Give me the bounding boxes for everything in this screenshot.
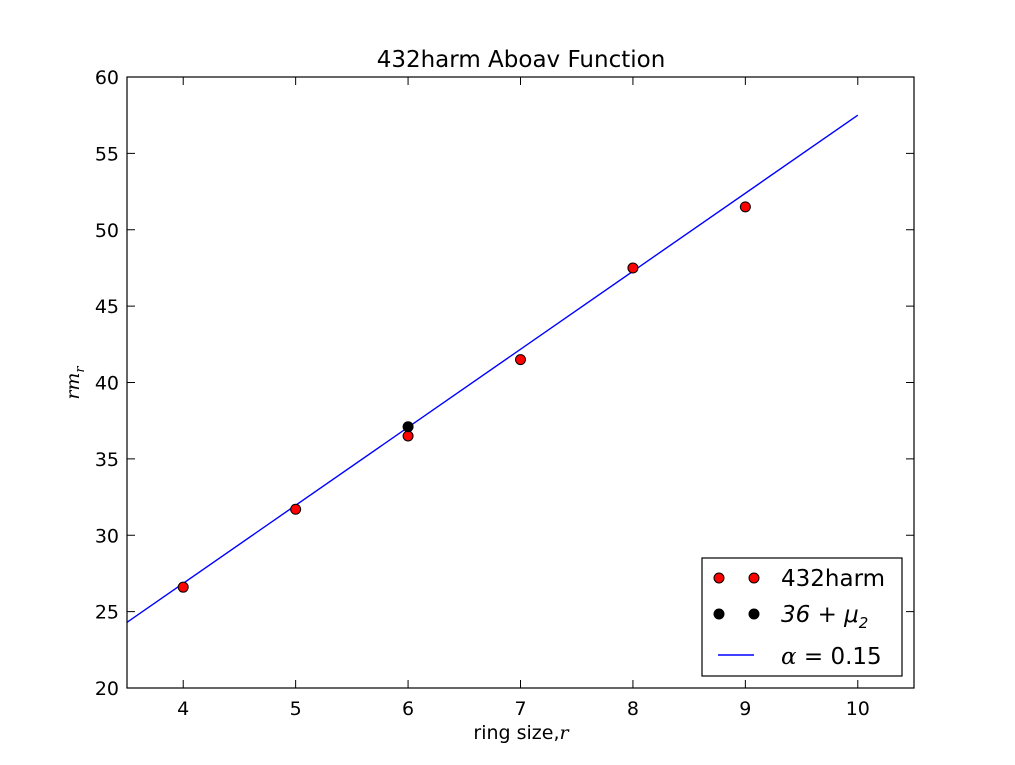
x-tick-label: 7 xyxy=(514,698,526,720)
x-tick-label: 4 xyxy=(177,698,189,720)
chart-title: 432harm Aboav Function xyxy=(377,47,666,73)
x-axis-label: ring size,r xyxy=(473,722,570,744)
y-axis: 20 25 30 35 40 45 50 55 60 xyxy=(95,67,914,700)
y-tick-label: 60 xyxy=(95,67,119,89)
legend-label-alpha-symbol: α xyxy=(781,644,797,670)
legend-label-432harm: 432harm xyxy=(781,566,885,592)
data-point xyxy=(290,503,302,515)
legend-label-alpha: α = 0.15 xyxy=(781,644,882,670)
y-tick-label: 30 xyxy=(95,525,119,547)
legend-marker-36-mu2 xyxy=(748,608,760,620)
y-tick-label: 20 xyxy=(95,678,119,700)
x-tick-label: 9 xyxy=(739,698,751,720)
x-tick-label: 8 xyxy=(627,698,639,720)
legend-marker-432harm xyxy=(713,572,725,584)
x-tick-label: 10 xyxy=(846,698,870,720)
x-axis: 4 5 6 7 8 9 10 xyxy=(177,77,870,720)
fit-line xyxy=(126,114,859,623)
x-axis-label-text: ring size, xyxy=(473,722,559,744)
y-tick-label: 40 xyxy=(95,373,119,395)
data-point xyxy=(739,201,751,213)
y-axis-label-sub: r xyxy=(73,366,88,373)
x-tick-label: 5 xyxy=(290,698,302,720)
y-axis-label: rmr xyxy=(62,366,88,400)
y-tick-label: 50 xyxy=(95,220,119,242)
legend-marker-36-mu2 xyxy=(713,608,725,620)
x-tick-label: 6 xyxy=(402,698,414,720)
legend-label-36-mu2-sub: 2 xyxy=(859,614,869,632)
data-point xyxy=(402,421,414,433)
data-point xyxy=(627,262,639,274)
legend-label-36-mu2-main: 36 + μ xyxy=(781,602,859,628)
y-axis-label-base: rm xyxy=(62,373,84,400)
data-point xyxy=(515,354,526,366)
data-point xyxy=(402,430,414,442)
legend-marker-432harm xyxy=(748,572,760,584)
legend-label-alpha-value: = 0.15 xyxy=(797,644,882,670)
legend-box xyxy=(701,557,903,677)
legend-label-36-mu2: 36 + μ2 xyxy=(781,602,868,632)
y-tick-label: 55 xyxy=(95,143,119,165)
y-tick-label: 35 xyxy=(95,449,119,471)
plot-area xyxy=(126,114,859,623)
y-tick-label: 25 xyxy=(95,602,119,624)
x-axis-label-math: r xyxy=(560,722,571,744)
data-point xyxy=(177,581,189,593)
y-tick-label: 45 xyxy=(95,296,119,318)
legend: 432harm 36 + μ2 α = 0.15 xyxy=(701,557,903,677)
